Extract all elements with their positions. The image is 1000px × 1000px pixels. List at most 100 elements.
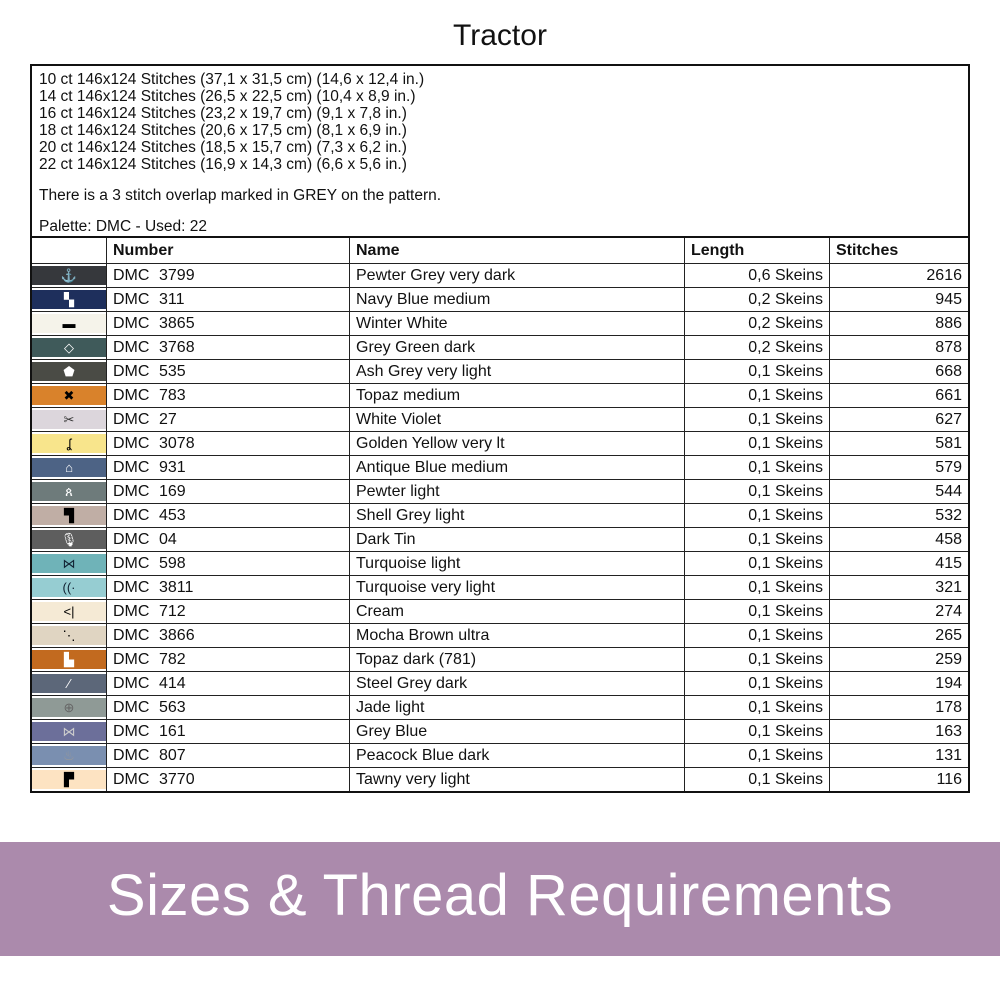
thread-length: 0,6 Skeins xyxy=(684,263,830,288)
thread-number: DMC 3768 xyxy=(106,335,350,360)
thread-name: Steel Grey dark xyxy=(349,671,685,696)
stitch-symbol-icon: ✂ xyxy=(32,410,106,429)
table-row: ◇ DMC 3768 Grey Green dark 0,2 Skeins 878 xyxy=(30,335,970,360)
stitch-symbol-icon: ▜ xyxy=(32,506,106,525)
thread-brand: DMC xyxy=(113,722,150,740)
table-row: ▛ DMC 3770 Tawny very light 0,1 Skeins 116 xyxy=(30,767,970,793)
stitch-symbol-icon: ⬟ xyxy=(32,362,106,381)
stitch-symbol-icon: ◇ xyxy=(32,338,106,357)
thread-length: 0,1 Skeins xyxy=(684,671,830,696)
thread-code: 161 xyxy=(159,722,186,740)
thread-name: Tawny very light xyxy=(349,767,685,793)
thread-code: 27 xyxy=(159,410,177,428)
thread-length: 0,1 Skeins xyxy=(684,359,830,384)
thread-stitches: 532 xyxy=(829,503,970,528)
table-row: ▚ DMC 311 Navy Blue medium 0,2 Skeins 945 xyxy=(30,287,970,312)
thread-name: Grey Blue xyxy=(349,719,685,744)
color-swatch: ▬ xyxy=(30,311,107,336)
thread-number: DMC 598 xyxy=(106,551,350,576)
thread-number: DMC 563 xyxy=(106,695,350,720)
thread-code: 3811 xyxy=(159,578,194,596)
size-line: 16 ct 146x124 Stitches (23,2 x 19,7 cm) … xyxy=(39,105,407,122)
thread-stitches: 178 xyxy=(829,695,970,720)
thread-length: 0,1 Skeins xyxy=(684,383,830,408)
thread-name: Navy Blue medium xyxy=(349,287,685,312)
thread-length: 0,2 Skeins xyxy=(684,287,830,312)
thread-brand: DMC xyxy=(113,770,150,788)
stitch-symbol-icon: ✖ xyxy=(32,386,106,405)
thread-stitches: 116 xyxy=(829,767,970,793)
thread-length: 0,2 Skeins xyxy=(684,311,830,336)
thread-name: Winter White xyxy=(349,311,685,336)
thread-number: DMC 04 xyxy=(106,527,350,552)
thread-name: Topaz medium xyxy=(349,383,685,408)
header-length: Length xyxy=(684,236,830,264)
thread-brand: DMC xyxy=(113,338,150,356)
table-row: 🎙 DMC 04 Dark Tin 0,1 Skeins 458 xyxy=(30,527,970,552)
thread-brand: DMC xyxy=(113,650,150,668)
thread-name: Mocha Brown ultra xyxy=(349,623,685,648)
stitch-symbol-icon: ⌂ xyxy=(32,458,106,477)
thread-stitches: 131 xyxy=(829,743,970,768)
thread-code: 712 xyxy=(159,602,186,620)
thread-code: 3799 xyxy=(159,266,195,284)
thread-brand: DMC xyxy=(113,362,150,380)
thread-name: Shell Grey light xyxy=(349,503,685,528)
thread-code: 3770 xyxy=(159,770,195,788)
thread-name: Pewter Grey very dark xyxy=(349,263,685,288)
size-line: 22 ct 146x124 Stitches (16,9 x 14,3 cm) … xyxy=(39,156,407,173)
thread-brand: DMC xyxy=(113,482,150,500)
table-header-row: Number Name Length Stitches xyxy=(30,236,970,264)
thread-code: 598 xyxy=(159,554,186,572)
color-swatch: ♨ xyxy=(30,743,107,768)
thread-brand: DMC xyxy=(113,410,150,428)
thread-length: 0,1 Skeins xyxy=(684,623,830,648)
table-row: ⬟ DMC 535 Ash Grey very light 0,1 Skeins 668 xyxy=(30,359,970,384)
thread-number: DMC 169 xyxy=(106,479,350,504)
size-line: 20 ct 146x124 Stitches (18,5 x 15,7 cm) … xyxy=(39,139,407,156)
thread-length: 0,1 Skeins xyxy=(684,431,830,456)
stitch-symbol-icon: <| xyxy=(32,602,106,621)
color-swatch: ⁄ xyxy=(30,671,107,696)
thread-brand: DMC xyxy=(113,746,150,764)
thread-number: DMC 161 xyxy=(106,719,350,744)
table-row: ⋈ DMC 598 Turquoise light 0,1 Skeins 415 xyxy=(30,551,970,576)
thread-code: 04 xyxy=(159,530,177,548)
thread-length: 0,1 Skeins xyxy=(684,719,830,744)
thread-code: 453 xyxy=(159,506,186,524)
thread-stitches: 668 xyxy=(829,359,970,384)
page-title: Tractor xyxy=(453,19,547,52)
thread-number: DMC 3799 xyxy=(106,263,350,288)
thread-brand: DMC xyxy=(113,674,150,692)
thread-brand: DMC xyxy=(113,554,150,572)
thread-code: 3866 xyxy=(159,626,195,644)
table-row: ((· DMC 3811 Turquoise very light 0,1 Skeins… xyxy=(30,575,970,600)
table-row: ጰ DMC 169 Pewter light 0,1 Skeins 544 xyxy=(30,479,970,504)
color-swatch: ((· xyxy=(30,575,107,600)
thread-name: Cream xyxy=(349,599,685,624)
thread-length: 0,1 Skeins xyxy=(684,647,830,672)
thread-code: 782 xyxy=(159,650,186,668)
thread-stitches: 163 xyxy=(829,719,970,744)
thread-name: Ash Grey very light xyxy=(349,359,685,384)
thread-number: DMC 931 xyxy=(106,455,350,480)
thread-code: 169 xyxy=(159,482,186,500)
thread-brand: DMC xyxy=(113,530,150,548)
stitch-symbol-icon: ▚ xyxy=(32,290,106,309)
thread-number: DMC 807 xyxy=(106,743,350,768)
thread-brand: DMC xyxy=(113,578,150,596)
table-row: ʆ DMC 3078 Golden Yellow very lt 0,1 Skeins 5… xyxy=(30,431,970,456)
thread-code: 931 xyxy=(159,458,186,476)
stitch-symbol-icon: ʆ xyxy=(32,434,106,453)
title-banner: Sizes & Thread Requirements xyxy=(0,842,1000,956)
thread-length: 0,1 Skeins xyxy=(684,695,830,720)
size-line: 18 ct 146x124 Stitches (20,6 x 17,5 cm) … xyxy=(39,122,407,139)
table-row: ⊕ DMC 563 Jade light 0,1 Skeins 178 xyxy=(30,695,970,720)
header-symbol xyxy=(30,236,107,264)
color-swatch: ⊕ xyxy=(30,695,107,720)
thread-name: White Violet xyxy=(349,407,685,432)
color-swatch: ⋈ xyxy=(30,551,107,576)
thread-stitches: 945 xyxy=(829,287,970,312)
thread-table: Number Name Length Stitches ⚓ DMC 3799 Pewt… xyxy=(30,236,970,793)
thread-stitches: 581 xyxy=(829,431,970,456)
